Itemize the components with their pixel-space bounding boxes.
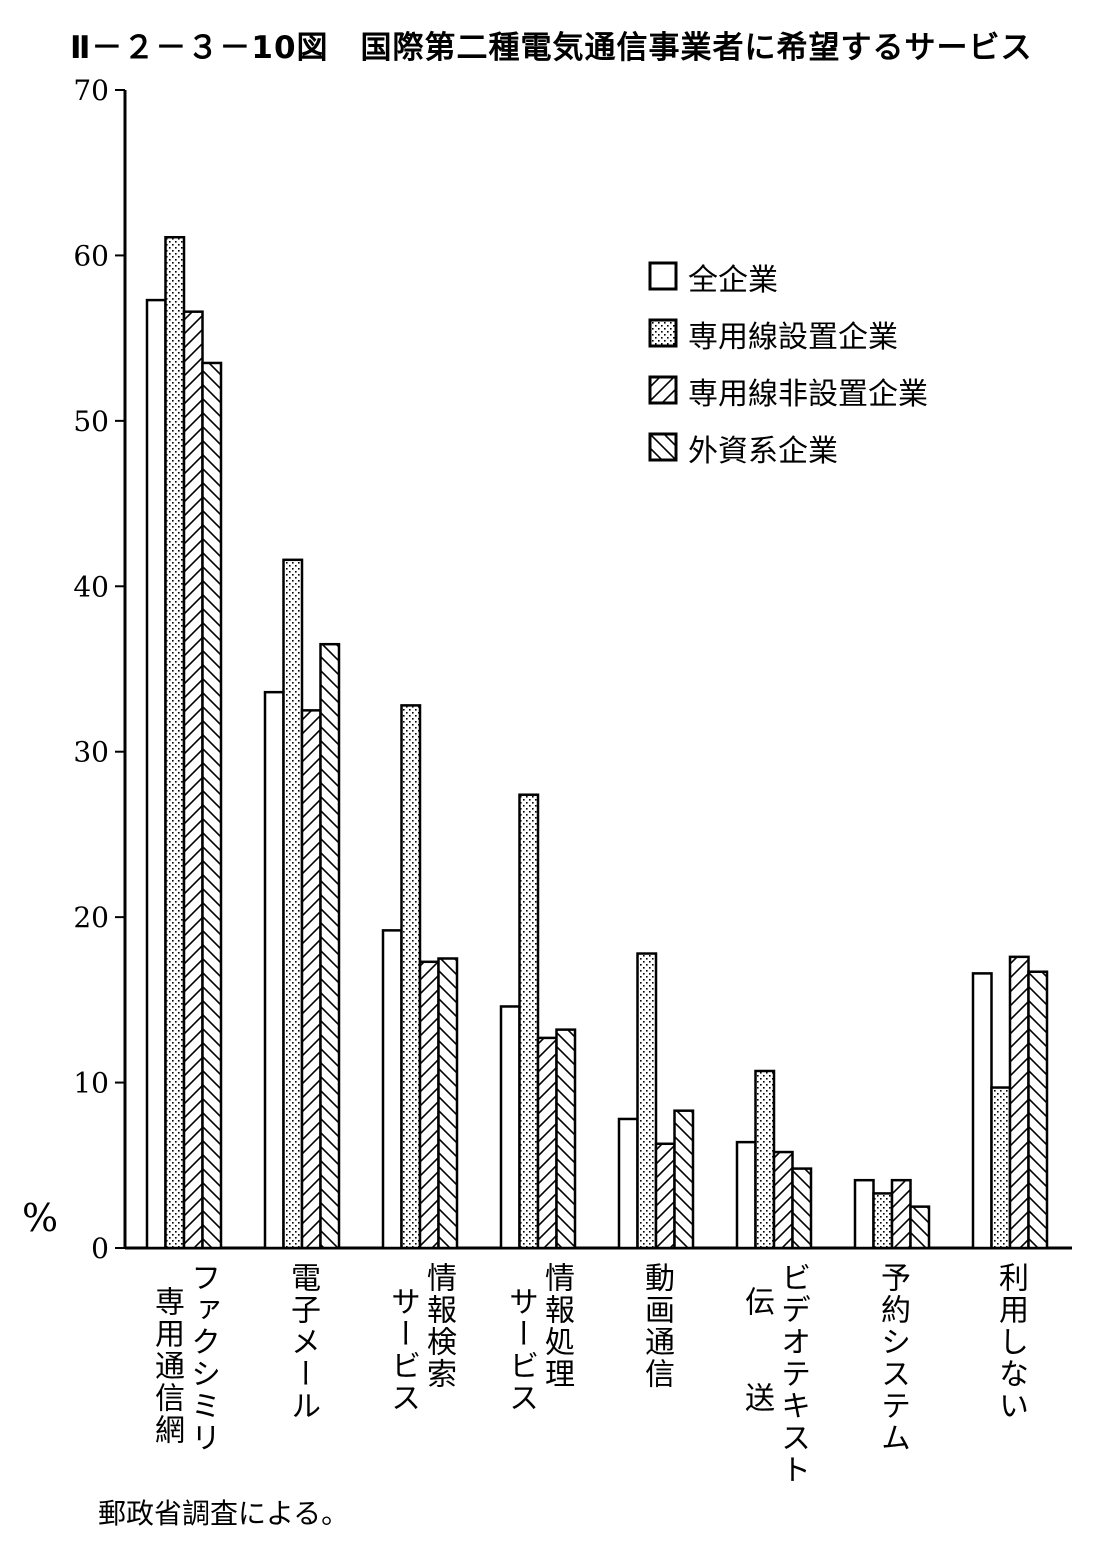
bar-dots-7: [990, 1086, 1012, 1250]
category-label: ファクシミリ 専用通信網: [149, 1262, 220, 1454]
category-label-line: サービス: [385, 1286, 420, 1414]
category-label: 情報検索 サービス: [385, 1262, 456, 1414]
bar-forward-hatch-6: [890, 1178, 912, 1250]
bar-back-hatch-7: [1027, 970, 1049, 1250]
bar-forward-hatch-3: [536, 1036, 558, 1250]
legend-item: 外資系企業: [648, 419, 928, 476]
bar-forward-hatch-0: [182, 310, 204, 1250]
bar-forward-hatch-4: [654, 1142, 676, 1250]
y-tick-label: 60: [73, 239, 109, 272]
category-label-line: 予約システム: [875, 1262, 910, 1454]
category-label-line: ファクシミリ: [185, 1262, 220, 1454]
y-tick-label: 0: [91, 1232, 109, 1265]
category-label: 予約システム: [875, 1262, 910, 1454]
legend-item: 専用線非設置企業: [648, 362, 928, 419]
legend-swatch-dots: [648, 318, 678, 347]
legend-label: 全企業: [688, 262, 778, 298]
bar-forward-hatch-5: [772, 1150, 794, 1250]
category-label: 動画通信: [639, 1262, 674, 1390]
category-label-line: 情報検索: [421, 1262, 456, 1390]
legend-swatch-forward-hatch: [648, 375, 678, 404]
bar-dots-1: [282, 558, 304, 1250]
category-label: 電子メール: [285, 1262, 320, 1422]
y-tick-label: 50: [73, 405, 109, 438]
chart-title: Ⅱ－２－３－10図 国際第二種電気通信事業者に希望するサービス: [70, 30, 1033, 66]
legend-label: 外資系企業: [688, 433, 838, 469]
category-label-line: 情報処理: [539, 1262, 574, 1390]
bar-back-hatch-2: [437, 957, 459, 1250]
category-label-line: 動画通信: [639, 1262, 674, 1390]
bar-back-hatch-3: [555, 1028, 577, 1250]
bar-blank-7: [971, 972, 993, 1250]
bar-dots-3: [518, 793, 540, 1250]
legend-item: 専用線設置企業: [648, 305, 928, 362]
category-label: 利用しない: [993, 1262, 1028, 1422]
bar-back-hatch-4: [673, 1109, 695, 1250]
bar-forward-hatch-1: [300, 709, 322, 1250]
category-label-line: サービス: [503, 1286, 538, 1414]
y-axis-label: %: [22, 1196, 59, 1240]
y-tick-label: 40: [73, 570, 109, 603]
category-label-line: 伝 送: [739, 1286, 774, 1414]
y-tick-label: 70: [73, 74, 109, 107]
bar-chart: 0 10 20 30 40 50 60 70: [73, 74, 1072, 1265]
bars: [145, 235, 1049, 1250]
bar-back-hatch-0: [201, 361, 223, 1250]
bar-dots-5: [754, 1069, 776, 1250]
bar-dots-0: [164, 235, 186, 1250]
category-label: ビデオテキスト伝 送: [739, 1262, 810, 1486]
category-label: 情報処理 サービス: [503, 1262, 574, 1414]
bar-back-hatch-5: [791, 1167, 813, 1250]
bar-dots-4: [636, 952, 658, 1250]
bar-blank-2: [381, 929, 403, 1250]
bar-blank-5: [735, 1140, 757, 1250]
category-label-line: ビデオテキスト: [775, 1262, 810, 1486]
bar-dots-2: [400, 704, 422, 1250]
bar-back-hatch-6: [909, 1205, 931, 1250]
bar-blank-6: [853, 1178, 875, 1250]
bar-back-hatch-1: [319, 642, 341, 1250]
legend: 全企業専用線設置企業 専用線非設置企業 外資系企業: [648, 248, 928, 476]
bar-blank-3: [499, 1005, 521, 1250]
legend-item: 全企業: [648, 248, 928, 305]
legend-label: 専用線非設置企業: [688, 376, 928, 412]
category-label-line: 専用通信網: [149, 1286, 184, 1446]
bar-dots-6: [872, 1192, 894, 1250]
category-label-line: 電子メール: [285, 1262, 320, 1422]
category-label-line: 利用しない: [993, 1262, 1028, 1422]
axes: 0 10 20 30 40 50 60 70: [73, 74, 1072, 1265]
bar-blank-4: [617, 1117, 639, 1250]
source-note: 郵政省調査による。: [98, 1497, 350, 1530]
y-tick-label: 10: [73, 1067, 109, 1100]
bar-blank-0: [145, 298, 167, 1250]
legend-swatch-blank: [648, 261, 678, 290]
y-tick-label: 20: [73, 901, 109, 934]
bar-blank-1: [263, 690, 285, 1250]
legend-label: 専用線設置企業: [688, 319, 898, 355]
bar-forward-hatch-7: [1008, 955, 1030, 1250]
legend-swatch-back-hatch: [648, 432, 678, 461]
y-tick-label: 30: [73, 736, 109, 769]
bar-forward-hatch-2: [418, 960, 440, 1250]
